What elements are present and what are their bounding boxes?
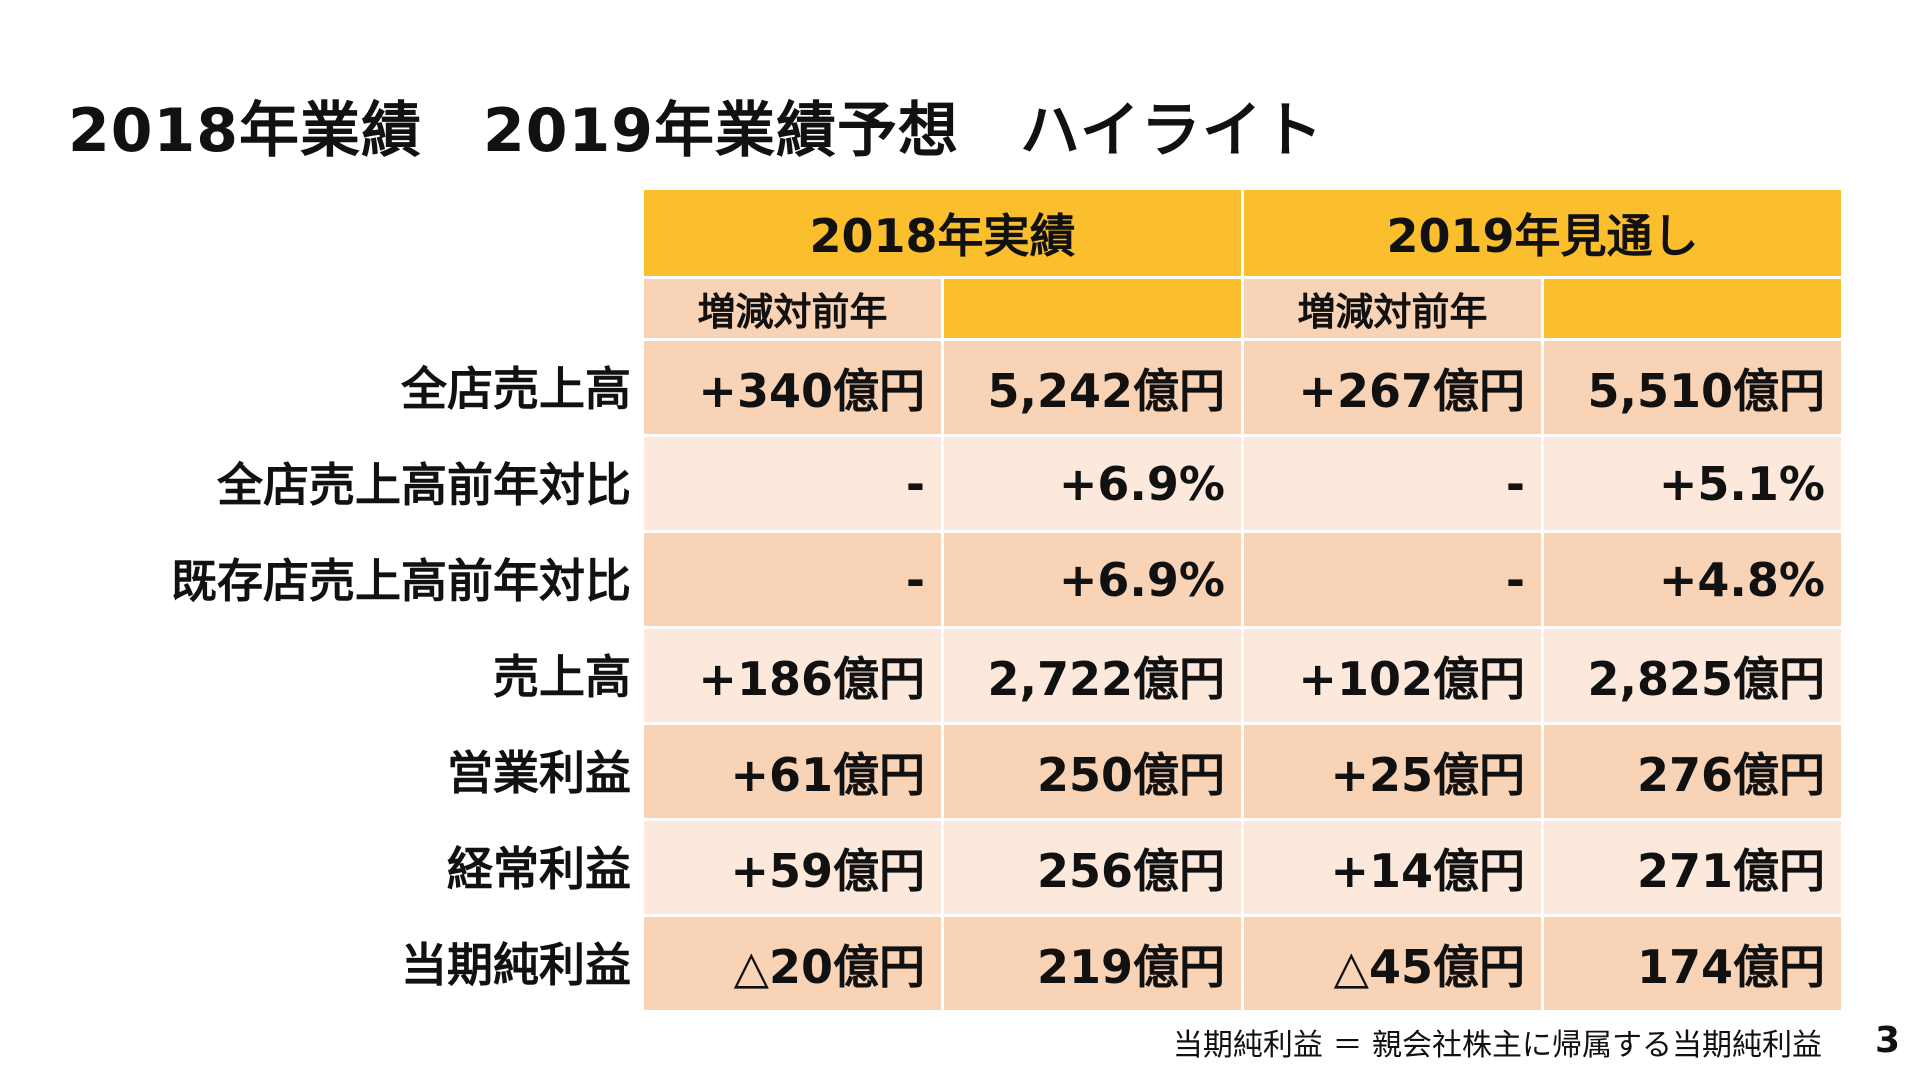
- cell-2019-value: 174億円: [1541, 914, 1841, 1010]
- cell-2019-change: -: [1241, 530, 1541, 626]
- cell-2019-change: +102億円: [1241, 626, 1541, 722]
- header-blank: [0, 190, 641, 276]
- cell-2018-change: -: [641, 530, 941, 626]
- table-row: 売上高 +186億円 2,722億円 +102億円 2,825億円: [0, 626, 1841, 722]
- cell-2019-value: 2,825億円: [1541, 626, 1841, 722]
- header-2019-forecast: 2019年見通し: [1241, 190, 1841, 276]
- cell-2018-value: 5,242億円: [941, 338, 1241, 434]
- header-2019-value-blank: [1541, 276, 1841, 338]
- row-label: 当期純利益: [0, 914, 641, 1010]
- table-row: 当期純利益 △20億円 219億円 △45億円 174億円: [0, 914, 1841, 1010]
- row-label: 全店売上高: [0, 338, 641, 434]
- row-label: 売上高: [0, 626, 641, 722]
- table-row: 既存店売上高前年対比 - +6.9% - +4.8%: [0, 530, 1841, 626]
- cell-2018-change: -: [641, 434, 941, 530]
- cell-2019-value: 5,510億円: [1541, 338, 1841, 434]
- row-label: 営業利益: [0, 722, 641, 818]
- cell-2018-change: +186億円: [641, 626, 941, 722]
- cell-2019-change: -: [1241, 434, 1541, 530]
- highlights-table: 2018年実績 2019年見通し 増減対前年 増減対前年 全店売上高 +340億…: [0, 190, 1841, 1010]
- page-title: 2018年業績 2019年業績予想 ハイライト: [68, 96, 1324, 166]
- header-2019-change: 増減対前年: [1241, 276, 1541, 338]
- table-row: 営業利益 +61億円 250億円 +25億円 276億円: [0, 722, 1841, 818]
- cell-2019-change: △45億円: [1241, 914, 1541, 1010]
- cell-2018-value: 219億円: [941, 914, 1241, 1010]
- table-row: 経常利益 +59億円 256億円 +14億円 271億円: [0, 818, 1841, 914]
- row-label: 全店売上高前年対比: [0, 434, 641, 530]
- row-label: 既存店売上高前年対比: [0, 530, 641, 626]
- cell-2018-value: 2,722億円: [941, 626, 1241, 722]
- page-number: 3: [1874, 1020, 1900, 1061]
- cell-2019-value: +4.8%: [1541, 530, 1841, 626]
- table-row: 全店売上高前年対比 - +6.9% - +5.1%: [0, 434, 1841, 530]
- cell-2019-value: 271億円: [1541, 818, 1841, 914]
- header-row-years: 2018年実績 2019年見通し: [0, 190, 1841, 276]
- header-2018-results: 2018年実績: [641, 190, 1241, 276]
- cell-2018-value: 250億円: [941, 722, 1241, 818]
- footnote: 当期純利益 ＝ 親会社株主に帰属する当期純利益: [1172, 1028, 1822, 1063]
- row-label: 経常利益: [0, 818, 641, 914]
- cell-2018-value: 256億円: [941, 818, 1241, 914]
- table-row: 全店売上高 +340億円 5,242億円 +267億円 5,510億円: [0, 338, 1841, 434]
- cell-2018-change: △20億円: [641, 914, 941, 1010]
- cell-2018-change: +61億円: [641, 722, 941, 818]
- cell-2019-change: +25億円: [1241, 722, 1541, 818]
- cell-2018-change: +59億円: [641, 818, 941, 914]
- cell-2019-change: +14億円: [1241, 818, 1541, 914]
- cell-2019-value: +5.1%: [1541, 434, 1841, 530]
- cell-2019-value: 276億円: [1541, 722, 1841, 818]
- header-2018-value-blank: [941, 276, 1241, 338]
- header-2018-change: 増減対前年: [641, 276, 941, 338]
- cell-2018-change: +340億円: [641, 338, 941, 434]
- header-row-sub: 増減対前年 増減対前年: [0, 276, 1841, 338]
- cell-2018-value: +6.9%: [941, 434, 1241, 530]
- cell-2018-value: +6.9%: [941, 530, 1241, 626]
- cell-2019-change: +267億円: [1241, 338, 1541, 434]
- header-blank: [0, 276, 641, 338]
